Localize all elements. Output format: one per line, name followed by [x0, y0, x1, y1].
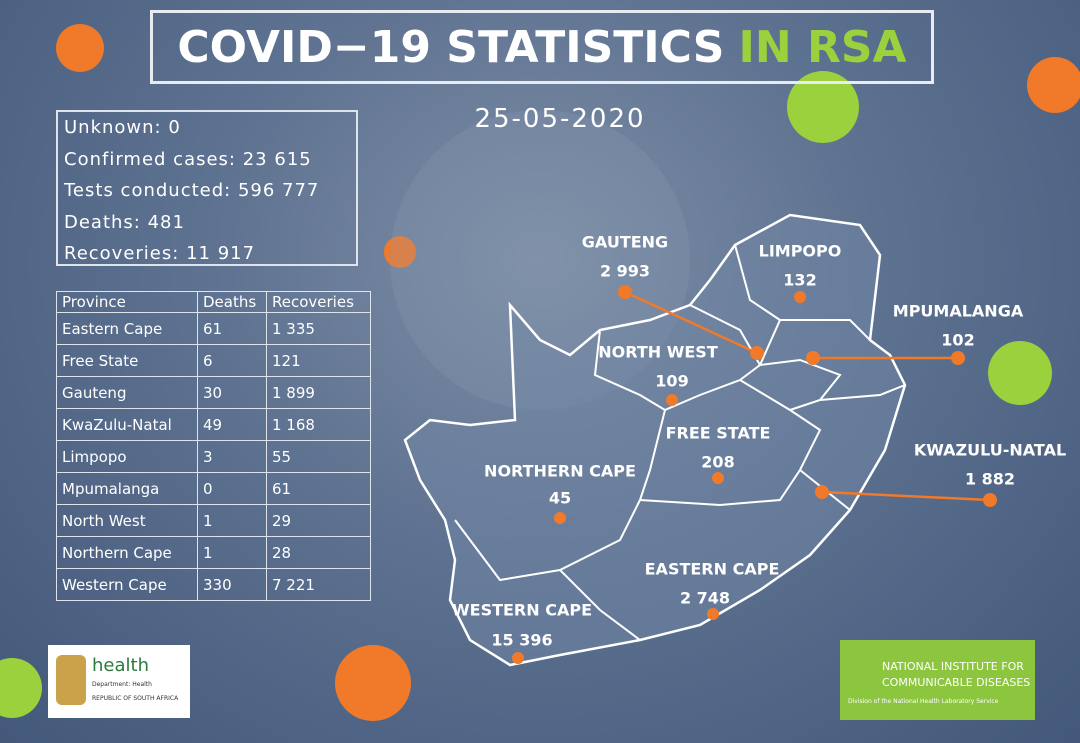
province-name: NORTH WEST [598, 343, 718, 362]
province-borders [454, 244, 906, 641]
health-dept: Department: Health [92, 681, 152, 688]
nicd-sub: Division of the National Health Laborato… [848, 698, 999, 705]
table-row: Eastern Cape 61 1 335 [56, 312, 371, 345]
province-cases: 208 [701, 453, 734, 472]
dot [951, 351, 965, 365]
coat-of-arms [56, 655, 86, 705]
province-cases: 2 748 [680, 589, 730, 608]
province-cases: 132 [783, 271, 816, 290]
table-cell: 55 [266, 440, 371, 473]
table-row: Limpopo 3 55 [56, 440, 371, 473]
title-main: COVID−19 STATISTICS [177, 21, 725, 73]
summary-box: Unknown: 0 Confirmed cases: 23 615 Tests c… [56, 110, 358, 266]
date: 25-05-2020 [474, 104, 646, 134]
country-outline [403, 213, 907, 667]
table-cell: 1 899 [266, 376, 371, 409]
summary-row: Unknown: 0 [64, 114, 350, 146]
summary-label: Recoveries: [64, 243, 180, 264]
summary-row: Deaths: 481 [64, 209, 350, 241]
summary-label: Tests conducted: [64, 180, 232, 201]
summary-label: Confirmed cases: [64, 148, 236, 170]
province-cases: 2 993 [600, 262, 650, 281]
province-name: EASTERN CAPE [645, 560, 780, 579]
summary-value: 596 777 [237, 180, 320, 201]
dot [815, 485, 829, 499]
table-cell: 49 [197, 408, 267, 441]
province-cases: 102 [941, 331, 974, 350]
table-cell: North West [56, 504, 198, 537]
province-cases: 15 396 [491, 631, 552, 650]
province-cases: 45 [549, 489, 571, 508]
dot [712, 472, 724, 484]
table-cell: 29 [266, 504, 371, 537]
table-cell: 330 [197, 568, 267, 601]
province-name: FREE STATE [666, 424, 771, 443]
table-cell: Limpopo [56, 440, 198, 473]
province-name: LIMPOPO [759, 242, 842, 261]
dot [554, 512, 566, 524]
title: COVID−19 STATISTICS IN RSA [150, 10, 934, 84]
dot [806, 351, 820, 365]
summary-value: 481 [147, 211, 185, 233]
table-row: Gauteng 30 1 899 [56, 376, 371, 409]
table-cell: 30 [197, 376, 267, 409]
province-cases: 1 882 [965, 470, 1015, 489]
summary-label: Deaths: [64, 211, 141, 233]
table-row: North West 1 29 [56, 504, 371, 537]
dot [618, 285, 632, 299]
table-cell: 1 168 [266, 408, 371, 441]
table-cell: Free State [56, 344, 198, 377]
table-cell: Western Cape [56, 568, 198, 601]
summary-row: Tests conducted: 596 777 [64, 177, 350, 209]
summary-value: 0 [168, 117, 181, 138]
province-name: MPUMALANGA [893, 302, 1024, 321]
province-cases: 109 [655, 372, 688, 391]
table-cell: 7 221 [266, 568, 371, 601]
table-row: Free State 6 121 [56, 344, 371, 377]
province-table: Province Deaths Recoveries Eastern Cape 61 1 … [56, 291, 371, 601]
summary-label: Unknown: [64, 117, 162, 138]
table-cell: 1 [197, 536, 267, 569]
nicd-line2: COMMUNICABLE DISEASES [882, 676, 1031, 689]
province-name: KWAZULU-NATAL [914, 441, 1066, 460]
table-cell: KwaZulu-Natal [56, 408, 198, 441]
table-cell: Eastern Cape [56, 312, 198, 345]
summary-value: 23 615 [242, 148, 312, 170]
province-name: NORTHERN CAPE [484, 462, 636, 481]
leader-line [624, 290, 758, 355]
province-name: WESTERN CAPE [452, 601, 592, 620]
summary-row: Recoveries: 11 917 [64, 240, 350, 272]
table-row: KwaZulu-Natal 49 1 168 [56, 408, 371, 441]
dot [512, 652, 524, 664]
nicd-logo: NATIONAL INSTITUTE FOR COMMUNICABLE DISE… [840, 640, 1035, 720]
table-row: Western Cape 330 7 221 [56, 568, 371, 601]
dot [707, 608, 719, 620]
health-logo: health Department: Health REPUBLIC OF SO… [48, 645, 190, 718]
table-cell: 1 335 [266, 312, 371, 345]
province-name: GAUTENG [582, 233, 668, 252]
table-cell: Gauteng [56, 376, 198, 409]
dot [750, 346, 764, 360]
leader-line [821, 490, 991, 502]
nicd-line1: NATIONAL INSTITUTE FOR [882, 660, 1024, 673]
dot [794, 291, 806, 303]
health-country: REPUBLIC OF SOUTH AFRICA [92, 695, 179, 702]
dot [983, 493, 997, 507]
summary-value: 11 917 [186, 243, 256, 264]
health-name: health [92, 655, 149, 676]
summary-row: Confirmed cases: 23 615 [64, 146, 350, 178]
dot [666, 394, 678, 406]
title-highlight: IN RSA [738, 21, 907, 73]
